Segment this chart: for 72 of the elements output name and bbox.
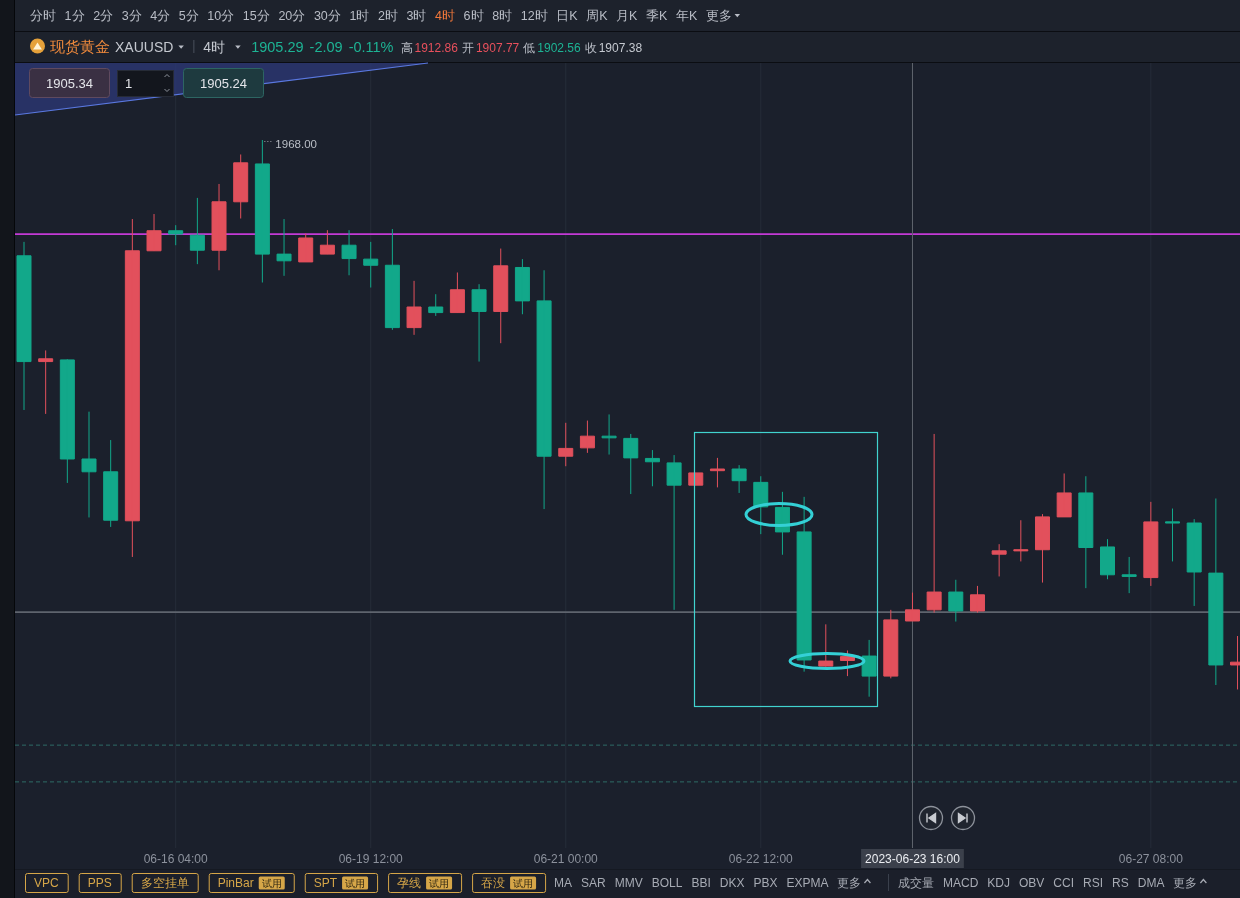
- text: 成交量: [898, 876, 934, 890]
- text: 3分: [121, 9, 142, 23]
- button: 多空挂单: [131, 873, 199, 893]
- button: 吞没 试用: [472, 873, 547, 893]
- text: 更多: [705, 9, 732, 23]
- x-tick-label: 06-27 08:00: [1118, 852, 1184, 866]
- text: 开: [461, 40, 474, 55]
- text: 4时: [203, 38, 226, 55]
- text: 3时: [406, 9, 427, 23]
- text: 15分: [242, 9, 270, 23]
- text: DMA: [1137, 876, 1165, 890]
- text: 月K: [616, 9, 639, 23]
- text: 12时: [520, 9, 548, 23]
- text: 1分: [64, 9, 85, 23]
- text: 4分: [150, 9, 171, 23]
- input: 1: [117, 70, 174, 97]
- text: 低: [523, 40, 536, 55]
- annotation: 1968.00: [275, 138, 317, 150]
- text: -2.09: [309, 38, 343, 55]
- text: 30分: [313, 9, 341, 23]
- text: 5分: [178, 9, 199, 23]
- text: 更多: [837, 876, 862, 890]
- text: 收: [584, 40, 597, 55]
- text: 6时: [463, 9, 484, 23]
- chart-subtitle: XAUUSD: [115, 38, 174, 55]
- text: MA: [554, 876, 572, 890]
- text: 8时: [492, 9, 513, 23]
- text: 1902.56: [537, 40, 581, 55]
- button: 1905.24: [183, 68, 264, 98]
- text: KDJ: [987, 876, 1011, 890]
- text: EXPMA: [786, 876, 829, 890]
- button: SPT 试用: [304, 873, 379, 893]
- button: 孕线 试用: [388, 873, 463, 893]
- x-tick-label: 06-19 12:00: [338, 852, 404, 866]
- text: 高: [400, 40, 413, 55]
- x-tick-label: 06-16 04:00: [143, 852, 209, 866]
- text: 2时: [377, 9, 398, 23]
- text: CCI: [1053, 876, 1075, 890]
- text: MMV: [614, 876, 643, 890]
- text: 日K: [556, 9, 579, 23]
- text: RS: [1112, 876, 1129, 890]
- text: BBI: [691, 876, 711, 890]
- text: 1907.77: [475, 40, 520, 55]
- button: 1905.34: [29, 68, 110, 98]
- text: 4时: [435, 9, 455, 23]
- text: OBV: [1019, 876, 1045, 890]
- text: 周K: [586, 9, 609, 23]
- text: 更多: [1173, 876, 1198, 890]
- button: VPC: [25, 873, 69, 893]
- text: DKX: [719, 876, 745, 890]
- text: PBX: [753, 876, 778, 890]
- text: -0.11%: [348, 38, 394, 55]
- text: MACD: [943, 876, 979, 890]
- text: 分时: [30, 9, 56, 23]
- text: 1907.38: [598, 40, 643, 55]
- text: 2分: [93, 9, 114, 23]
- chart-title: 现货黄金: [50, 37, 110, 55]
- button: PPS: [78, 873, 122, 893]
- text: 年K: [675, 9, 698, 23]
- button: PinBar 试用: [208, 873, 295, 893]
- text: 20分: [278, 9, 306, 23]
- x-tick-label: 06-21 00:00: [533, 852, 599, 866]
- text: 季K: [646, 9, 669, 23]
- x-tick-label: 06-22 12:00: [728, 852, 794, 866]
- text: 10分: [207, 9, 235, 23]
- text: RSI: [1083, 876, 1104, 890]
- text: 1912.86: [414, 40, 459, 55]
- text: SAR: [581, 876, 607, 890]
- x-tick-label: 2023-06-23 16:00: [865, 852, 961, 866]
- text: 1905.29: [251, 38, 304, 55]
- text: 1时: [349, 9, 370, 23]
- text: BOLL: [651, 876, 683, 890]
